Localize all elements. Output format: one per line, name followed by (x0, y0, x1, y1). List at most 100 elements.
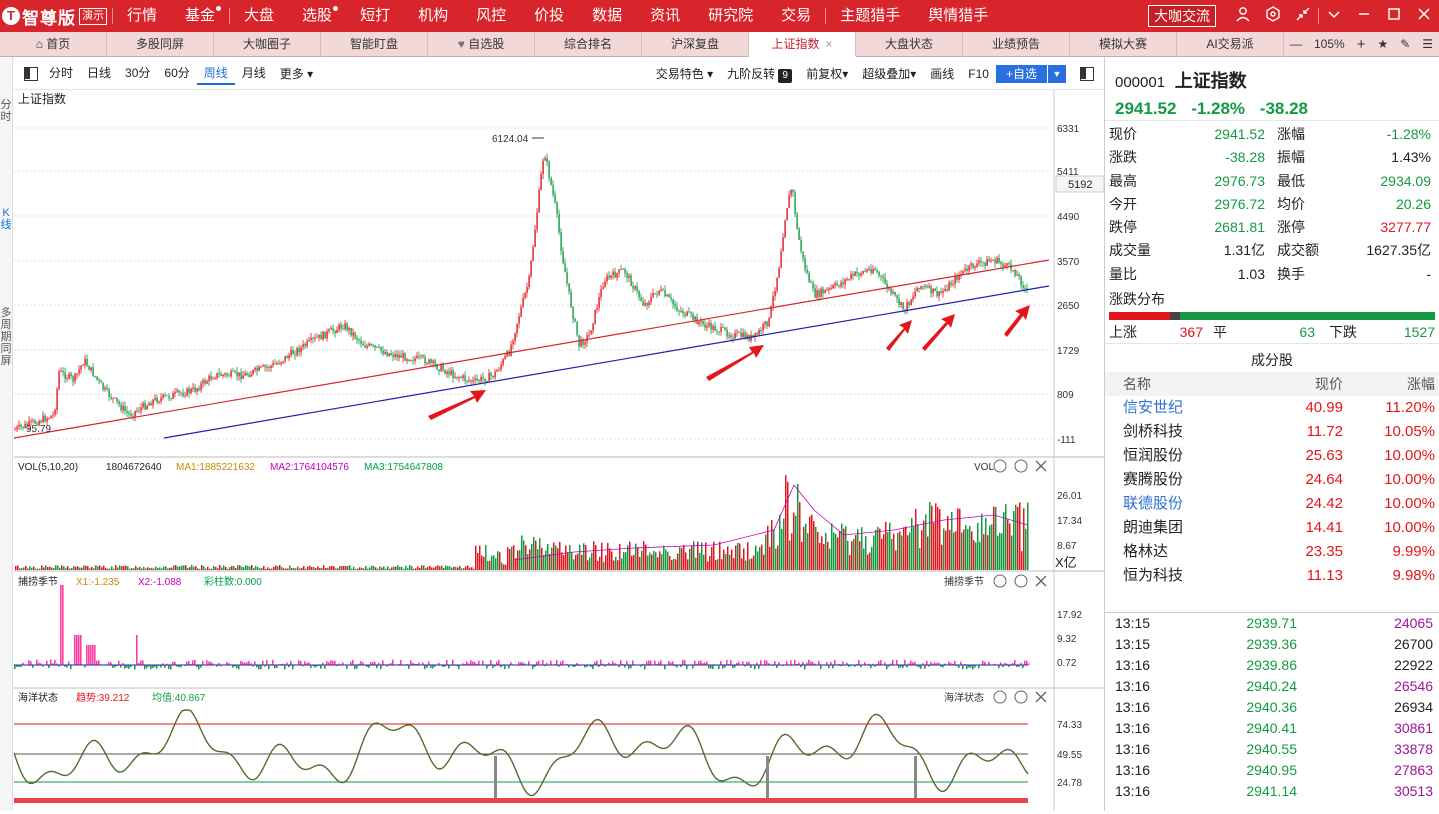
top-nav-item[interactable]: 机构 (404, 0, 462, 32)
user-icon[interactable] (1228, 6, 1258, 26)
top-nav-item[interactable]: 价投 (520, 0, 578, 32)
candle-body (1012, 270, 1013, 271)
vol-ma1: MA1:1885221632 (176, 462, 255, 473)
f10-button[interactable]: F10 (961, 64, 996, 84)
top-nav-item[interactable]: 行情 (113, 0, 171, 32)
period-button[interactable]: 日线 (80, 63, 118, 85)
tab-close-icon[interactable]: × (826, 37, 833, 51)
candle-body (564, 263, 565, 272)
volume-bar (437, 565, 439, 570)
candle-body (550, 178, 551, 185)
col-name[interactable]: 名称 (1105, 372, 1243, 396)
top-nav-item[interactable]: 短打 (346, 0, 404, 32)
top-nav-item[interactable]: 交易 (767, 0, 825, 32)
left-strip-kline[interactable]: K线 (0, 207, 12, 247)
hexagon-settings-icon[interactable] (1258, 6, 1288, 26)
top-nav-item[interactable]: 风控 (462, 0, 520, 32)
adjust-dropdown[interactable]: 前复权▾ (799, 64, 855, 84)
top-nav-item[interactable]: 主题猎手 (826, 0, 914, 32)
tab-item[interactable]: 业绩预告 (963, 32, 1070, 57)
panel-toggle-icon[interactable] (1080, 67, 1094, 81)
col-pct[interactable]: 涨幅 (1343, 372, 1435, 396)
tab-item[interactable]: 大盘状态 (856, 32, 963, 57)
period-button[interactable]: 30分 (118, 63, 157, 85)
shrink-icon[interactable] (1288, 6, 1318, 26)
tab-item[interactable]: 模拟大赛 (1070, 32, 1177, 57)
tab-item[interactable]: ⌂ 首页 (0, 32, 107, 57)
star-icon[interactable]: ★ (1371, 37, 1394, 51)
period-button[interactable]: 分时 (42, 63, 80, 85)
logo[interactable]: T 智尊版 演示 (0, 4, 112, 29)
candle-body (48, 418, 49, 419)
tick-volume: 26934 (1297, 697, 1433, 718)
minimize-icon[interactable] (1349, 6, 1379, 26)
top-nav-item[interactable]: 数据 (578, 0, 636, 32)
volume-bar (399, 567, 401, 570)
candle-body (340, 325, 341, 329)
tab-item[interactable]: 上证指数× (749, 32, 856, 57)
volume-bar (135, 566, 137, 570)
volume-bar (763, 555, 765, 570)
candle-body (120, 405, 121, 411)
top-nav-item[interactable]: 资讯 (636, 0, 694, 32)
candle-body (456, 377, 457, 378)
menu-icon[interactable]: ☰ (1416, 37, 1439, 51)
candle-body (992, 260, 993, 261)
period-button[interactable]: 周线 (197, 63, 235, 85)
volume-bar (433, 568, 435, 570)
top-nav-item[interactable]: 舆情猎手 (914, 0, 1002, 32)
top-nav-item[interactable]: 基金 (171, 0, 229, 32)
candle-body (830, 288, 831, 289)
pen-icon[interactable]: ✎ (1394, 37, 1416, 51)
more-periods-button[interactable]: 更多 ▾ (273, 64, 320, 84)
sidebar-toggle-icon[interactable] (24, 67, 38, 81)
top-nav-item[interactable]: 大盘 (230, 0, 288, 32)
expert-chat-button[interactable]: 大咖交流 (1148, 5, 1216, 27)
period-button[interactable]: 60分 (157, 63, 196, 85)
volume-bar (827, 542, 829, 570)
candle-body (866, 269, 867, 271)
candle-body (900, 302, 901, 305)
top-nav-item[interactable]: 选股 (288, 0, 346, 32)
add-watchlist-button[interactable]: +自选 (996, 65, 1047, 83)
trade-feature-dropdown[interactable]: 交易特色 ▾ (649, 64, 720, 84)
col-price[interactable]: 现价 (1243, 372, 1343, 396)
left-strip-multi-period[interactable]: 多周期同屏 (0, 307, 12, 377)
close-icon[interactable] (1409, 6, 1439, 26)
add-watchlist-dropdown-icon[interactable]: ▼ (1048, 65, 1066, 83)
tab-item[interactable]: AI交易派 (1177, 32, 1284, 57)
top-nav-item[interactable]: 研究院 (694, 0, 767, 32)
top-nav-label: 基金 (185, 7, 215, 24)
tab-item[interactable]: 大咖圈子 (214, 32, 321, 57)
overlay-dropdown[interactable]: 超级叠加▾ (855, 64, 923, 84)
candle-body (926, 286, 927, 287)
tab-item[interactable]: 沪深复盘 (642, 32, 749, 57)
left-strip-minute[interactable]: 分时 (0, 99, 12, 129)
maximize-icon[interactable] (1379, 6, 1409, 26)
volume-bar (765, 535, 767, 570)
vol-indicator-name: VOL(5,10,20) (18, 462, 78, 473)
tab-item[interactable]: 智能盯盘 (321, 32, 428, 57)
volume-bar (625, 552, 627, 570)
draw-line-button[interactable]: 画线 (923, 64, 961, 84)
zoom-out-icon[interactable]: — (1284, 37, 1308, 51)
tab-item[interactable]: ♥ 自选股 (428, 32, 535, 57)
tab-item[interactable]: 综合排名 (535, 32, 642, 57)
zoom-in-icon[interactable]: + (1351, 36, 1372, 53)
volume-bar (833, 533, 835, 570)
tab-item[interactable]: 多股同屏 (107, 32, 214, 57)
candle-body (692, 314, 693, 320)
period-button[interactable]: 月线 (235, 63, 273, 85)
candle-body (812, 283, 813, 288)
chevron-down-icon[interactable] (1319, 6, 1349, 26)
